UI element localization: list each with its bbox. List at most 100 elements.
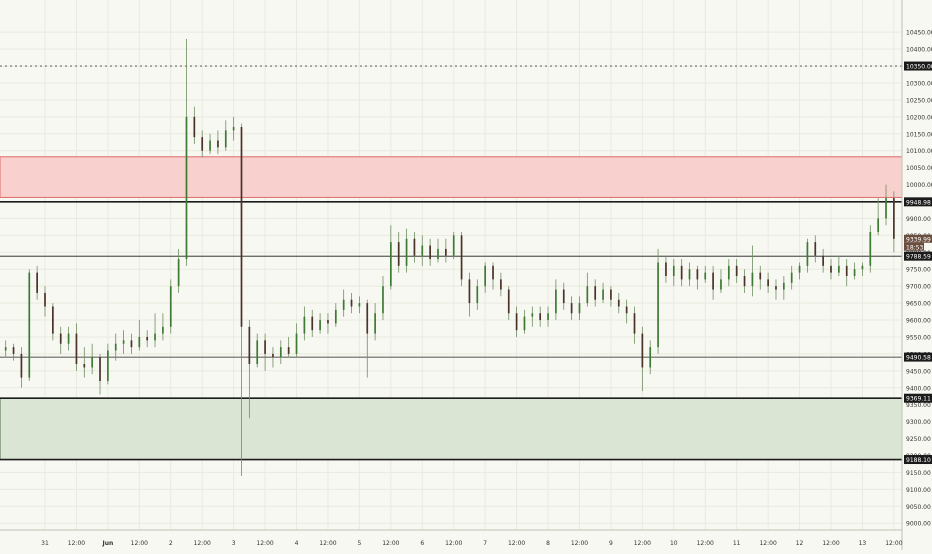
candle-body bbox=[185, 116, 188, 260]
candle-body bbox=[83, 364, 86, 368]
candle-body bbox=[782, 282, 785, 290]
candle-body bbox=[146, 336, 149, 341]
candle-body bbox=[547, 313, 549, 321]
price-tick-label: 10000.00 bbox=[906, 182, 932, 189]
candle-body bbox=[52, 306, 54, 334]
candle-body bbox=[389, 242, 392, 287]
candle-body bbox=[523, 316, 526, 331]
price-tick-label: 9400.00 bbox=[906, 385, 931, 392]
candle-body bbox=[130, 340, 133, 348]
candle-body bbox=[311, 316, 314, 331]
candle-body bbox=[641, 333, 644, 368]
time-tick-label: 12:00 bbox=[445, 540, 462, 547]
time-tick-label: 7 bbox=[483, 540, 487, 547]
time-tick-label: 12:00 bbox=[571, 540, 588, 547]
candle-body bbox=[735, 265, 738, 277]
level-price-tag bbox=[904, 352, 932, 362]
candle-body bbox=[334, 309, 337, 324]
candle-body bbox=[122, 340, 125, 344]
candle-body bbox=[531, 313, 534, 317]
candle-body bbox=[264, 340, 266, 354]
time-axis-background bbox=[0, 530, 932, 550]
price-tick-label: 10100.00 bbox=[906, 148, 932, 155]
candle-body bbox=[350, 299, 353, 307]
price-tick-label: 10250.00 bbox=[906, 97, 932, 104]
candle-body bbox=[232, 126, 235, 131]
candle-body bbox=[586, 286, 589, 304]
candle-body bbox=[342, 299, 345, 310]
candle-body bbox=[366, 303, 369, 334]
candle-body bbox=[767, 279, 769, 287]
price-tick-label: 9000.00 bbox=[906, 521, 931, 528]
candle-body bbox=[515, 313, 518, 331]
candle-body bbox=[193, 116, 196, 138]
time-tick-label: 3 bbox=[232, 540, 236, 547]
time-tick-label: 12:00 bbox=[319, 540, 336, 547]
price-tag-layer: 10350.00 9948.98 9788.59 9490.58 9369.11 9188… bbox=[904, 61, 932, 465]
level-price-tag bbox=[904, 251, 932, 261]
price-tick-label: 10450.00 bbox=[906, 30, 932, 37]
time-tick-label: 12:00 bbox=[256, 540, 273, 547]
candle-body bbox=[327, 320, 329, 324]
candle-body bbox=[169, 286, 172, 327]
time-tick-label: 12 bbox=[796, 540, 804, 547]
candle-body bbox=[405, 238, 408, 266]
candle-body bbox=[790, 272, 793, 283]
level-price-tag bbox=[904, 61, 932, 71]
candle-body bbox=[570, 303, 573, 314]
candle-body bbox=[209, 140, 211, 151]
candle-body bbox=[500, 279, 502, 290]
candle-body bbox=[358, 303, 361, 307]
current-price-tag bbox=[904, 234, 932, 243]
candle-body bbox=[625, 306, 628, 314]
candle-body bbox=[36, 272, 38, 293]
candle-body bbox=[75, 333, 78, 365]
candle-body bbox=[460, 235, 463, 280]
candle-body bbox=[303, 316, 306, 334]
level-price-label: 9490.58 bbox=[906, 355, 931, 362]
time-tick-label: 5 bbox=[357, 540, 361, 547]
countdown-label: 18:53 bbox=[906, 244, 923, 251]
candle-body bbox=[877, 218, 880, 232]
price-tick-label: 9300.00 bbox=[906, 419, 931, 426]
candle-body bbox=[680, 265, 683, 280]
candle-body bbox=[830, 265, 832, 273]
candle-body bbox=[727, 265, 730, 280]
time-tick-label: 12:00 bbox=[194, 540, 211, 547]
candle-body bbox=[468, 279, 471, 304]
level-price-tag bbox=[904, 393, 932, 403]
candle-body bbox=[20, 353, 23, 378]
level-price-label: 9188.10 bbox=[906, 457, 931, 464]
candle-body bbox=[885, 198, 887, 219]
candle-body bbox=[452, 235, 455, 256]
candle-body bbox=[99, 357, 101, 381]
candle-body bbox=[633, 313, 636, 334]
time-tick-label: 11 bbox=[733, 540, 741, 547]
candle-body bbox=[555, 289, 557, 314]
price-tick-label: 9900.00 bbox=[906, 216, 931, 223]
time-tick-label: 4 bbox=[295, 540, 299, 547]
price-tick-label: 9050.00 bbox=[906, 504, 931, 511]
candle-body bbox=[814, 242, 817, 256]
candle-body bbox=[751, 272, 754, 287]
time-tick-label: Jun bbox=[101, 540, 113, 547]
candle-body bbox=[743, 276, 746, 287]
price-tick-label: 9700.00 bbox=[906, 284, 931, 291]
time-tick-label: 12:00 bbox=[759, 540, 776, 547]
resistance-zone bbox=[0, 156, 903, 198]
candle-body bbox=[775, 286, 777, 290]
level-price-label: 9788.59 bbox=[906, 254, 931, 261]
time-tick-label: 10 bbox=[670, 540, 678, 547]
candle-body bbox=[696, 269, 699, 280]
candle-body bbox=[287, 347, 290, 354]
candle-body bbox=[861, 265, 864, 270]
candle-body bbox=[665, 262, 667, 277]
price-tick-label: 10200.00 bbox=[906, 114, 932, 121]
candle-body bbox=[657, 262, 659, 348]
price-tick-label: 9750.00 bbox=[906, 267, 931, 274]
time-axis[interactable]: 31 12:00 Jun 12:00 2 12:00 3 12:00 4 12:00 5 12:00 6… bbox=[41, 540, 903, 547]
candle-body bbox=[256, 340, 259, 365]
candle-body bbox=[413, 238, 416, 256]
